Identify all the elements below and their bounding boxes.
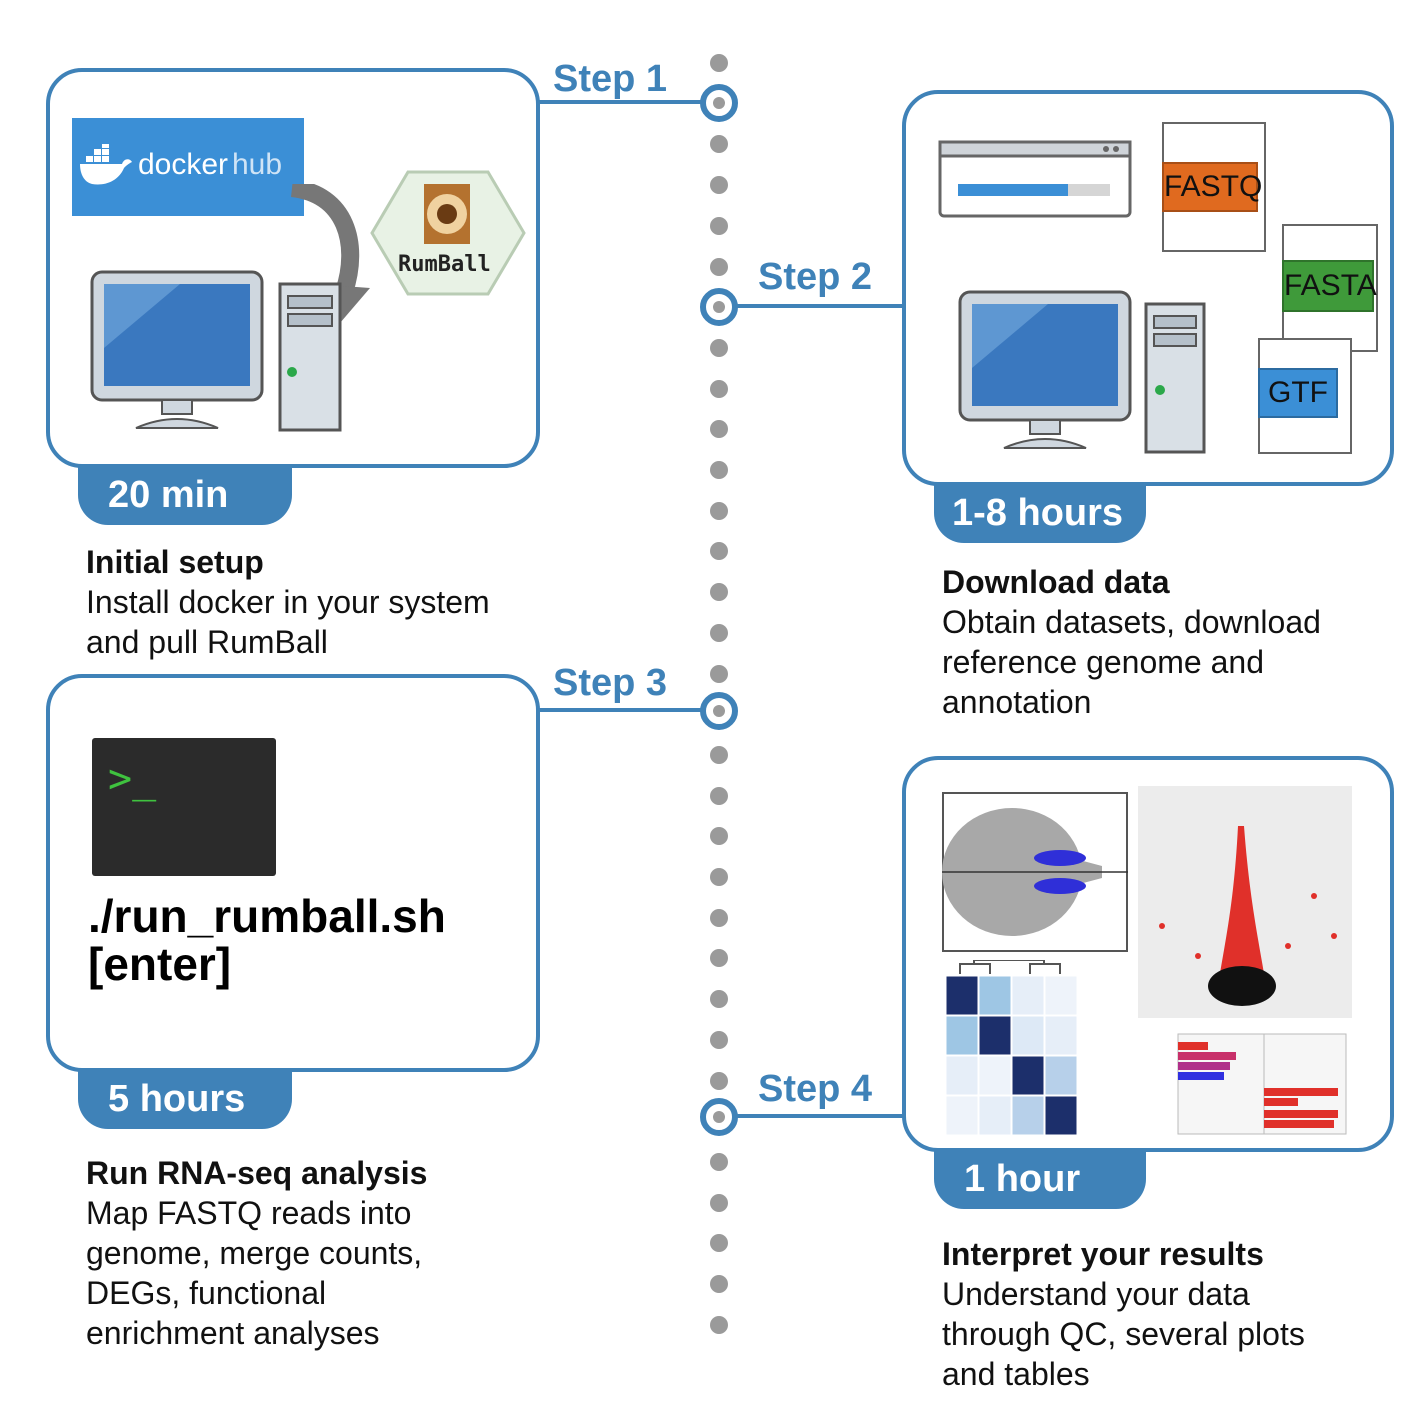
timeline-dot [710,216,728,235]
heatmap-cell [1011,1015,1045,1056]
heatmap-cell [945,1015,979,1056]
timeline-dot [710,1315,728,1334]
step-3-title: Run RNA-seq analysis [86,1155,428,1191]
timeline-dot [710,542,728,561]
heatmap-cell [945,975,979,1016]
step-1-title: Initial setup [86,544,264,580]
timeline-dot [710,501,728,520]
gtf-label: GTF [1258,368,1338,418]
step-1-card: docker hub RumBall [46,68,540,468]
terminal-prompt: >_ [108,756,157,802]
heatmap-cell [978,1095,1012,1136]
timeline-dot [710,461,728,479]
timeline-dot [710,786,728,805]
step-1-label: Step 1 [553,58,668,100]
heatmap-cell [1011,975,1045,1016]
step-1-connector [536,100,702,104]
timeline-dot [710,908,728,927]
dockerhub-logo: docker hub [72,118,304,216]
fasta-label: FASTA [1282,260,1377,312]
timeline-dot [710,868,728,886]
rumball-logo [370,170,526,296]
heatmap-cell [1044,1015,1078,1056]
rumball-logo-text: RumBall [398,252,491,277]
heatmap-cell [1011,1095,1045,1136]
step-2-connector [736,304,904,308]
computer-icon [90,270,342,432]
timeline-dot [710,1152,728,1171]
step-3-marker [700,692,738,730]
dockerhub-hub-text: hub [232,148,283,181]
heatmap-cell [1011,1055,1045,1096]
step-2-title: Download data [942,564,1170,600]
timeline-dot [710,1234,728,1253]
volcano-plot-thumbnail [1138,786,1352,1018]
heatmap-cell [978,1015,1012,1056]
timeline-dot [710,338,728,357]
step-3-body: Map FASTQ reads into genome, merge count… [86,1195,423,1351]
step-4-title: Interpret your results [942,1236,1264,1272]
heatmap-cell [1044,975,1078,1016]
heatmap-cell [978,1055,1012,1096]
terminal-window: >_ [92,738,276,876]
step-1-body: Install docker in your system and pull R… [86,584,490,660]
step-3-description: Run RNA-seq analysis Map FASTQ reads int… [86,1153,556,1353]
step-4-time-badge: 1 hour [934,1149,1146,1209]
timeline-dot [710,176,728,195]
step-2-body: Obtain datasets, download reference geno… [942,604,1321,720]
step-3-connector [536,708,702,712]
step-2-label: Step 2 [758,256,873,298]
step-1-description: Initial setup Install docker in your sys… [86,542,556,662]
docker-whale-icon [80,144,132,185]
command-text: ./run_rumball.sh [88,890,446,942]
computer-icon [958,290,1206,454]
step-4-connector [736,1114,904,1118]
timeline-dot [710,135,728,154]
step-3-label: Step 3 [553,662,668,704]
step-2-card: FASTQ FASTA GTF [902,90,1394,486]
heatmap-cell [945,1095,979,1136]
heatmap-cell [1044,1055,1078,1096]
step-1-marker [700,84,738,122]
timeline-dot [710,379,728,398]
heatmap-cell [1044,1095,1078,1136]
command-enter-text: [enter] [88,938,232,990]
heatmap-cell [945,1055,979,1096]
step-4-marker [700,1098,738,1136]
timeline-dot [710,949,728,968]
timeline-dot [710,745,728,764]
step-2-description: Download data Obtain datasets, download … [942,562,1412,722]
heatmap-cell [978,975,1012,1016]
step-2-time-badge: 1-8 hours [934,483,1146,543]
timeline-dot [710,623,728,642]
timeline-dot [710,420,728,439]
step-3-time-badge: 5 hours [78,1069,292,1129]
step-4-card [902,756,1394,1152]
timeline-dot [710,257,728,276]
timeline-dot [710,1030,728,1049]
step-4-label: Step 4 [758,1068,873,1110]
step-1-time-badge: 20 min [78,465,292,525]
step-4-body: Understand your data through QC, several… [942,1276,1305,1392]
timeline-dot [710,1071,728,1090]
step-3-card: >_ ./run_rumball.sh [enter] [46,674,540,1072]
timeline-dot [710,583,728,602]
timeline-dot [710,1275,728,1293]
ma-plot-thumbnail [942,792,1128,952]
step-4-description: Interpret your results Understand your d… [942,1234,1412,1394]
step-2-marker [700,288,738,326]
correlation-heatmap-thumbnail [945,960,1078,1136]
fastq-label: FASTQ [1162,162,1262,212]
timeline-dot [710,990,728,1009]
terminal-command: ./run_rumball.sh [enter] [88,892,446,988]
dockerhub-docker-text: docker [138,148,229,181]
timeline-dot [710,664,728,683]
download-progress-window [938,140,1132,218]
timeline-dot [710,54,728,72]
timeline-dot [710,1193,728,1212]
enrichment-barplot-thumbnail [1177,1033,1347,1135]
timeline-dot [710,827,728,846]
